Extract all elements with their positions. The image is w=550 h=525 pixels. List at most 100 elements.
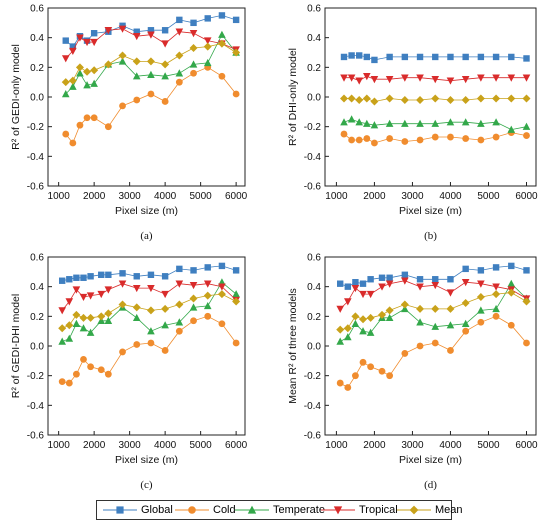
series-line-mean (340, 292, 527, 331)
data-point-cold (58, 378, 66, 385)
series-global (62, 12, 240, 50)
data-point-cold (340, 130, 348, 138)
data-point-temperate (90, 79, 98, 87)
data-point-cold (161, 347, 169, 354)
series-line-global (340, 265, 527, 288)
data-point-global (105, 271, 112, 278)
data-point-temperate (385, 313, 394, 322)
data-point-cold (447, 347, 454, 354)
data-point-global (401, 53, 409, 61)
data-point-temperate (363, 119, 371, 127)
data-point-global (386, 274, 393, 281)
data-point-global (58, 277, 66, 284)
data-point-tropical (522, 74, 531, 82)
data-point-tropical (385, 76, 394, 84)
data-point-mean (366, 313, 375, 322)
data-point-tropical (492, 283, 500, 291)
x-tick-label: 6000 (225, 191, 248, 202)
y-tick-label: -0.6 (304, 182, 322, 193)
data-point-mean (362, 94, 371, 103)
y-tick-label: -0.2 (304, 122, 322, 133)
series-cold (62, 63, 240, 147)
x-axis-label: Pixel size (m) (399, 205, 462, 217)
data-point-global (218, 262, 226, 270)
data-point-cold (175, 78, 183, 86)
data-point-mean (476, 94, 485, 103)
data-point-cold (462, 135, 470, 142)
data-point-cold (523, 132, 530, 139)
data-point-cold (363, 135, 371, 142)
data-point-tropical (61, 55, 70, 63)
data-point-temperate (72, 319, 81, 327)
data-point-mean (58, 324, 67, 333)
data-point-tropical (83, 38, 91, 47)
data-point-temperate (492, 304, 500, 313)
data-point-tropical (401, 74, 409, 82)
data-point-temperate (431, 119, 440, 127)
data-point-mean (146, 306, 155, 315)
data-point-cold (401, 138, 409, 145)
data-point-temperate (461, 319, 470, 327)
data-point-cold (80, 355, 87, 363)
x-tick-label: 6000 (515, 191, 538, 202)
data-point-global (218, 12, 226, 19)
data-point-cold (492, 133, 500, 141)
data-point-cold (431, 339, 439, 347)
data-point-cold (190, 69, 197, 77)
series-global (58, 262, 240, 284)
y-tick-label: 0.2 (30, 63, 44, 74)
data-point-mean (522, 297, 531, 306)
data-point-temperate (65, 334, 74, 342)
data-point-global (447, 53, 454, 61)
data-point-global (204, 264, 211, 271)
data-point-mean (347, 94, 356, 103)
data-point-mean (343, 324, 352, 333)
data-point-global (190, 19, 197, 27)
data-point-mean (72, 310, 81, 319)
data-point-cold (119, 348, 126, 356)
series-mean (336, 288, 531, 334)
data-point-mean (68, 76, 77, 85)
x-axis-label: Pixel size (m) (399, 454, 462, 466)
data-point-temperate (118, 57, 127, 65)
data-point-global (73, 274, 80, 281)
data-point-cold (69, 139, 77, 147)
data-point-tropical (431, 281, 440, 290)
data-point-global (508, 53, 515, 61)
data-point-mean (476, 293, 485, 302)
data-point-global (90, 30, 98, 37)
data-point-temperate (461, 118, 470, 126)
data-point-cold (190, 317, 197, 325)
data-point-cold (133, 341, 141, 348)
legend-marker-cold (188, 506, 196, 514)
series-global (340, 52, 530, 64)
series-line-temperate (62, 281, 237, 342)
y-tick-label: -0.6 (27, 431, 45, 442)
panel-label: (a) (140, 230, 153, 242)
data-point-temperate (507, 125, 516, 133)
data-point-tropical (86, 292, 95, 300)
data-point-cold (147, 90, 155, 98)
data-point-mean (161, 304, 170, 313)
series-line-tropical (61, 283, 237, 311)
series-line-cold (339, 315, 527, 389)
data-point-cold (355, 136, 363, 144)
data-point-global (161, 273, 169, 280)
legend-marker-mean (409, 505, 419, 515)
data-point-temperate (507, 279, 516, 287)
data-point-mean (416, 95, 425, 104)
data-point-mean (217, 39, 226, 48)
data-point-cold (523, 339, 530, 347)
data-point-tropical (363, 73, 371, 81)
data-point-cold (431, 133, 439, 141)
data-point-mean (492, 290, 501, 299)
panel-label: (b) (424, 230, 437, 242)
legend-swatch-global (103, 506, 137, 514)
data-point-temperate (446, 321, 455, 329)
data-point-mean (340, 94, 349, 103)
legend-swatch-cold (175, 506, 209, 514)
data-point-tropical (416, 74, 424, 82)
data-point-global (176, 265, 183, 273)
data-point-temperate (147, 327, 155, 335)
data-point-temperate (336, 337, 345, 345)
